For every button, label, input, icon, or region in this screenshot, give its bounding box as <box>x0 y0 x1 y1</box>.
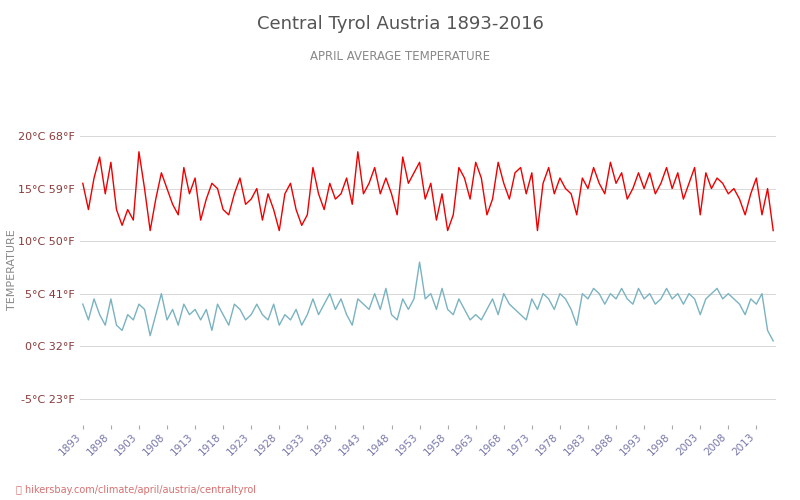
Text: APRIL AVERAGE TEMPERATURE: APRIL AVERAGE TEMPERATURE <box>310 50 490 63</box>
Y-axis label: TEMPERATURE: TEMPERATURE <box>7 230 17 310</box>
Text: 📍 hikersbay.com/climate/april/austria/centraltyrol: 📍 hikersbay.com/climate/april/austria/ce… <box>16 485 256 495</box>
Text: Central Tyrol Austria 1893-2016: Central Tyrol Austria 1893-2016 <box>257 15 543 33</box>
